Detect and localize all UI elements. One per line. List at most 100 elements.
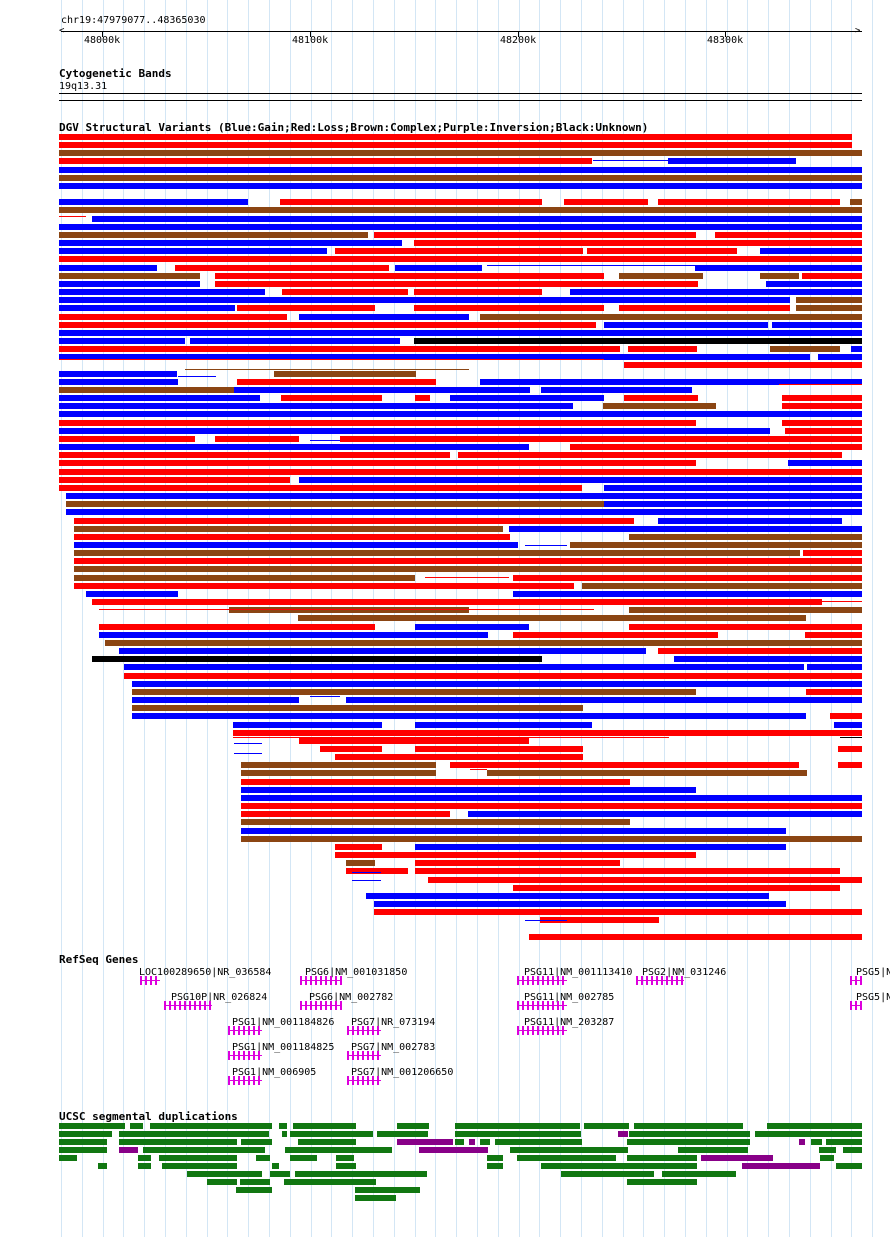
- segdup-bar[interactable]: [256, 1155, 270, 1161]
- variant-bar[interactable]: [480, 314, 862, 320]
- variant-bar[interactable]: [59, 444, 529, 450]
- variant-bar[interactable]: [830, 713, 862, 719]
- segdup-bar[interactable]: [336, 1155, 354, 1161]
- segdup-bar[interactable]: [487, 1163, 503, 1169]
- variant-bar[interactable]: [59, 354, 810, 360]
- variant-bar[interactable]: [66, 501, 604, 507]
- variant-bar[interactable]: [132, 705, 583, 711]
- variant-bar[interactable]: [59, 183, 862, 189]
- variant-bar[interactable]: [346, 860, 375, 866]
- segdup-bar[interactable]: [159, 1155, 237, 1161]
- segdup-bar[interactable]: [59, 1131, 112, 1137]
- variant-bar[interactable]: [74, 534, 510, 540]
- segdup-bar[interactable]: [270, 1171, 290, 1177]
- gene-label[interactable]: PSG5|N: [856, 967, 890, 978]
- variant-bar[interactable]: [335, 248, 583, 254]
- variant-bar[interactable]: [59, 452, 450, 458]
- segdup-bar[interactable]: [819, 1147, 836, 1153]
- variant-bar[interactable]: [215, 281, 698, 287]
- segdup-bar[interactable]: [627, 1163, 697, 1169]
- variant-bar[interactable]: [796, 297, 862, 303]
- variant-bar[interactable]: [59, 314, 287, 320]
- variant-bar[interactable]: [59, 411, 862, 417]
- variant-bar[interactable]: [299, 314, 469, 320]
- variant-bar[interactable]: [414, 240, 862, 246]
- gene-model[interactable]: [228, 1055, 262, 1056]
- variant-bar[interactable]: [658, 518, 842, 524]
- variant-bar[interactable]: [513, 885, 840, 891]
- variant-bar[interactable]: [119, 648, 646, 654]
- gene-label[interactable]: PSG5|N: [856, 992, 890, 1003]
- segdup-bar[interactable]: [678, 1147, 748, 1153]
- segdup-bar[interactable]: [336, 1163, 356, 1169]
- variant-bar[interactable]: [782, 403, 862, 409]
- variant-bar[interactable]: [241, 819, 630, 825]
- segdup-bar[interactable]: [742, 1163, 820, 1169]
- variant-bar[interactable]: [234, 387, 530, 393]
- variant-bar[interactable]: [59, 207, 862, 213]
- segdup-bar[interactable]: [240, 1179, 270, 1185]
- segdup-bar[interactable]: [419, 1147, 488, 1153]
- variant-bar[interactable]: [59, 273, 200, 279]
- variant-bar[interactable]: [59, 158, 592, 164]
- variant-bar[interactable]: [603, 403, 716, 409]
- segdup-bar[interactable]: [843, 1147, 862, 1153]
- variant-bar[interactable]: [668, 158, 796, 164]
- segdup-bar[interactable]: [272, 1163, 279, 1169]
- variant-bar[interactable]: [838, 746, 862, 752]
- segdup-bar[interactable]: [282, 1131, 287, 1137]
- gene-label[interactable]: PSG10P|NR_026824: [171, 992, 268, 1003]
- gene-label[interactable]: PSG11|NM_203287: [524, 1017, 615, 1028]
- gene-model[interactable]: [228, 1030, 262, 1031]
- variant-bar[interactable]: [766, 281, 862, 287]
- variant-bar[interactable]: [343, 224, 862, 230]
- gene-label[interactable]: PSG1|NM_006905: [232, 1067, 317, 1078]
- segdup-bar[interactable]: [455, 1139, 464, 1145]
- segdup-bar[interactable]: [355, 1195, 396, 1201]
- segdup-bar[interactable]: [820, 1155, 834, 1161]
- variant-bar[interactable]: [395, 265, 482, 271]
- variant-bar[interactable]: [132, 681, 862, 687]
- variant-bar[interactable]: [281, 395, 382, 401]
- variant-bar[interactable]: [414, 338, 862, 344]
- variant-bar[interactable]: [604, 322, 768, 328]
- segdup-bar[interactable]: [150, 1123, 272, 1129]
- variant-bar[interactable]: [818, 354, 862, 360]
- variant-bar[interactable]: [805, 632, 862, 638]
- variant-bar[interactable]: [241, 762, 436, 768]
- variant-bar[interactable]: [796, 305, 862, 311]
- variant-bar[interactable]: [785, 428, 862, 434]
- variant-bar[interactable]: [74, 583, 574, 589]
- segdup-bar[interactable]: [59, 1147, 107, 1153]
- variant-bar[interactable]: [299, 738, 529, 744]
- variant-bar[interactable]: [215, 273, 604, 279]
- segdup-bar[interactable]: [377, 1131, 428, 1137]
- segdup-bar[interactable]: [480, 1139, 490, 1145]
- segdup-bar[interactable]: [187, 1171, 262, 1177]
- variant-bar[interactable]: [74, 566, 862, 572]
- variant-bar[interactable]: [604, 501, 862, 507]
- variant-bar[interactable]: [564, 199, 648, 205]
- variant-bar[interactable]: [628, 346, 697, 352]
- segdup-bar[interactable]: [241, 1139, 272, 1145]
- variant-bar[interactable]: [59, 232, 368, 238]
- variant-bar[interactable]: [772, 322, 862, 328]
- variant-bar[interactable]: [190, 338, 400, 344]
- segdup-track-title[interactable]: UCSC segmental duplications: [59, 1110, 238, 1123]
- variant-bar[interactable]: [59, 469, 862, 475]
- variant-bar[interactable]: [59, 395, 260, 401]
- variant-bar[interactable]: [806, 689, 862, 695]
- variant-bar[interactable]: [513, 632, 718, 638]
- gene-label[interactable]: PSG11|NM_001113410: [524, 967, 633, 978]
- variant-bar[interactable]: [132, 697, 299, 703]
- gene-label[interactable]: PSG2|NM_031246: [642, 967, 727, 978]
- variant-bar[interactable]: [59, 256, 862, 262]
- variant-bar[interactable]: [175, 265, 389, 271]
- variant-bar[interactable]: [570, 289, 862, 295]
- gene-label[interactable]: PSG7|NM_001206650: [351, 1067, 454, 1078]
- variant-bar[interactable]: [340, 436, 862, 442]
- variant-bar[interactable]: [450, 762, 799, 768]
- segdup-bar[interactable]: [98, 1163, 107, 1169]
- segdup-bar[interactable]: [455, 1123, 580, 1129]
- variant-bar[interactable]: [760, 273, 799, 279]
